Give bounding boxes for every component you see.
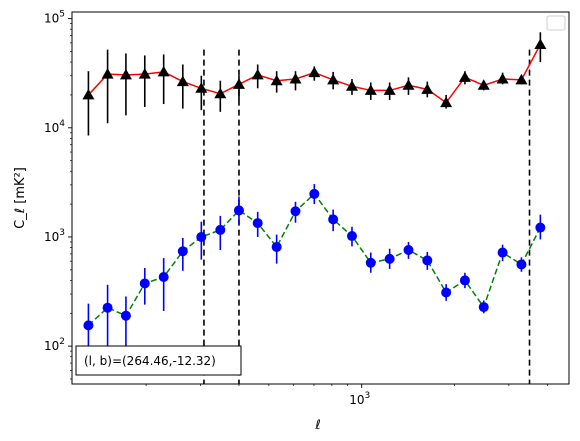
- data-point: [328, 214, 339, 225]
- data-point: [252, 218, 263, 229]
- data-point: [384, 253, 395, 264]
- annotation-box: (l, b)=(264.46,-12.32): [75, 345, 242, 376]
- plot-frame: [71, 11, 570, 385]
- series-2: [83, 184, 546, 367]
- data-point: [271, 241, 282, 252]
- data-point: [270, 74, 283, 86]
- data-point: [214, 87, 227, 99]
- data-point: [441, 287, 452, 298]
- data-point: [515, 73, 528, 85]
- data-point: [364, 84, 377, 95]
- data-point: [196, 231, 207, 242]
- data-point: [477, 79, 490, 90]
- data-point: [345, 80, 358, 91]
- y-tick-label: 104: [44, 119, 65, 135]
- data-point: [327, 73, 340, 85]
- data-point: [535, 222, 546, 233]
- data-point: [195, 82, 208, 93]
- data-point: [383, 84, 396, 95]
- data-point: [233, 205, 244, 216]
- data-point: [290, 206, 301, 217]
- data-point: [83, 320, 94, 331]
- data-point: [497, 247, 508, 258]
- data-point: [215, 224, 226, 235]
- data-point: [440, 96, 453, 108]
- legend-box: [546, 15, 566, 31]
- data-point: [138, 68, 151, 79]
- data-point: [101, 68, 114, 79]
- plot-area: [82, 32, 547, 384]
- data-point: [158, 271, 169, 282]
- data-point: [289, 72, 302, 84]
- data-point: [421, 83, 434, 94]
- data-point: [102, 302, 113, 313]
- y-tick-label: 105: [44, 10, 65, 26]
- data-point: [176, 75, 189, 87]
- y-axis-label: C_ℓ [mK²]: [13, 167, 28, 229]
- y-tick-label: 102: [44, 337, 65, 353]
- data-point: [403, 244, 414, 255]
- axes: 102 103 104 105 103: [44, 10, 548, 407]
- data-point: [119, 68, 132, 80]
- data-point: [534, 38, 547, 49]
- data-point: [251, 68, 264, 80]
- data-point: [232, 78, 245, 89]
- data-point: [139, 278, 150, 289]
- data-point: [422, 255, 433, 266]
- data-point: [120, 310, 131, 321]
- data-point: [309, 188, 320, 199]
- data-point: [82, 88, 95, 100]
- series-line: [87, 192, 542, 326]
- y-tick-label: 103: [44, 228, 65, 244]
- data-point: [478, 302, 489, 313]
- x-tick-label: 103: [349, 391, 370, 407]
- data-point: [458, 71, 471, 82]
- series-1: [82, 32, 547, 136]
- data-point: [157, 65, 170, 77]
- data-point: [496, 72, 509, 84]
- data-point: [177, 246, 188, 257]
- x-axis-label: ℓ: [314, 418, 320, 433]
- annotation-text: (l, b)=(264.46,-12.32): [84, 354, 216, 368]
- data-point: [346, 231, 357, 242]
- data-point: [365, 257, 376, 268]
- data-point: [308, 66, 321, 78]
- data-point: [516, 259, 527, 270]
- data-point: [402, 79, 415, 90]
- data-point: [459, 275, 470, 286]
